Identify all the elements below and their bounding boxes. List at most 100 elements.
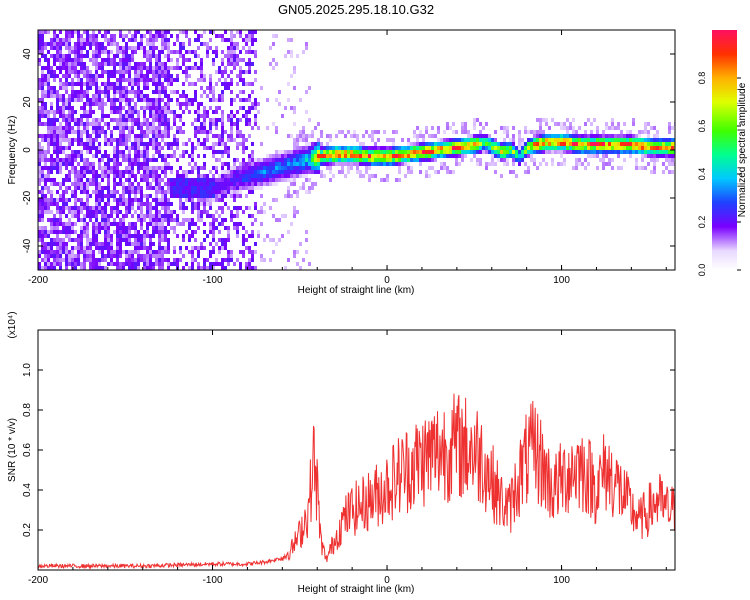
spectrogram-cell [89,38,92,42]
spectrogram-cell [152,242,155,246]
spectrogram-cell [113,206,116,210]
spectrogram-cell [152,166,155,170]
spectrogram-cell [125,102,128,106]
spectrogram-cell [95,62,98,66]
spectrogram-cell [131,118,134,122]
spectrogram-cell [107,142,110,146]
spectrogram-cell [59,114,62,118]
spectrogram-cell [326,142,329,146]
spectrogram-cell [38,234,41,238]
spectrogram-cell [128,198,131,202]
colorbar-tick-label: 0.2 [697,216,707,229]
spectrogram-cell [74,186,77,190]
spectrogram-cell [266,158,269,162]
spectrogram-cell [269,182,272,186]
spectrogram-cell [608,138,611,142]
spectrogram-cell [269,170,272,174]
spectrogram-cell [113,118,116,122]
spectrogram-cell [173,50,176,54]
spectrogram-cell [50,266,53,270]
spectrogram-cell [215,258,218,262]
spectrogram-cell [230,110,233,114]
spectrogram-cell [158,114,161,118]
spectrogram-cell [662,162,665,166]
spectrogram-cell [107,62,110,66]
spectrogram-cell [83,250,86,254]
spectrogram-cell [158,262,161,266]
spectrogram-cell [59,238,62,242]
spectrogram-cell [110,34,113,38]
spectrogram-cell [230,118,233,122]
spectrogram-cell [239,134,242,138]
spectrogram-cell [98,126,101,130]
spectrogram-cell [95,170,98,174]
spectrogram-cell [473,126,476,130]
spectrogram-cell [584,122,587,126]
spectrogram-cell [161,170,164,174]
spectrogram-cell [74,194,77,198]
spectrogram-cell [155,58,158,62]
spectrogram-cell [644,130,647,134]
spectrogram-cell [113,182,116,186]
spectrogram-cell [74,154,77,158]
spectrogram-cell [149,66,152,70]
spectrogram-cell [584,146,587,150]
spectrogram-cell [155,178,158,182]
spectrogram-cell [107,158,110,162]
spectrogram-cell [119,198,122,202]
spectrogram-cell [176,234,179,238]
spectrogram-cell [227,86,230,90]
spectrogram-cell [431,166,434,170]
spectrogram-cell [230,62,233,66]
spectrogram-cell [113,198,116,202]
spectrogram-cell [86,162,89,166]
spectrogram-cell [296,134,299,138]
spectrogram-cell [194,126,197,130]
spectrogram-cell [56,246,59,250]
spectrogram-cell [104,138,107,142]
spectrogram-cell [86,166,89,170]
spectrogram-cell [308,146,311,150]
spectrogram-cell [608,142,611,146]
spectrogram-cell [191,262,194,266]
spectrogram-cell [164,190,167,194]
spectrogram-cell [38,78,41,82]
spectrogram-cell [140,106,143,110]
spectrogram-cell [260,174,263,178]
spectrogram-cell [644,138,647,142]
spectrogram-cell [353,162,356,166]
spectrogram-cell [68,254,71,258]
spectrogram-cell [110,110,113,114]
spectrogram-cell [47,246,50,250]
spectrogram-cell [659,142,662,146]
spectrogram-cell [47,50,50,54]
spectrogram-cell [422,134,425,138]
spectrogram-cell [158,98,161,102]
spectrogram-cell [131,222,134,226]
spectrogram-cell [107,166,110,170]
spectrogram-cell [563,122,566,126]
spectrogram-cell [74,30,77,34]
spectrogram-cell [191,98,194,102]
spectrogram-cell [134,158,137,162]
spectrogram-cell [248,234,251,238]
spectrogram-cell [587,138,590,142]
spectrogram-cell [485,166,488,170]
spectrogram-cell [305,166,308,170]
spectrogram-cell [86,138,89,142]
spectrogram-cell [242,158,245,162]
spectrogram-cell [149,34,152,38]
spectrogram-cell [182,122,185,126]
spectrogram-cell [563,146,566,150]
spectrogram-cell [614,142,617,146]
spectrogram-cell [464,138,467,142]
spectrogram-cell [116,62,119,66]
spectrogram-cell [134,250,137,254]
spectrogram-cell [53,62,56,66]
spectrogram-cell [131,214,134,218]
spectrogram-cell [500,146,503,150]
spectrogram-cell [560,122,563,126]
spectrogram-cell [185,178,188,182]
spectrogram-cell [50,262,53,266]
spectrogram-cell [461,122,464,126]
